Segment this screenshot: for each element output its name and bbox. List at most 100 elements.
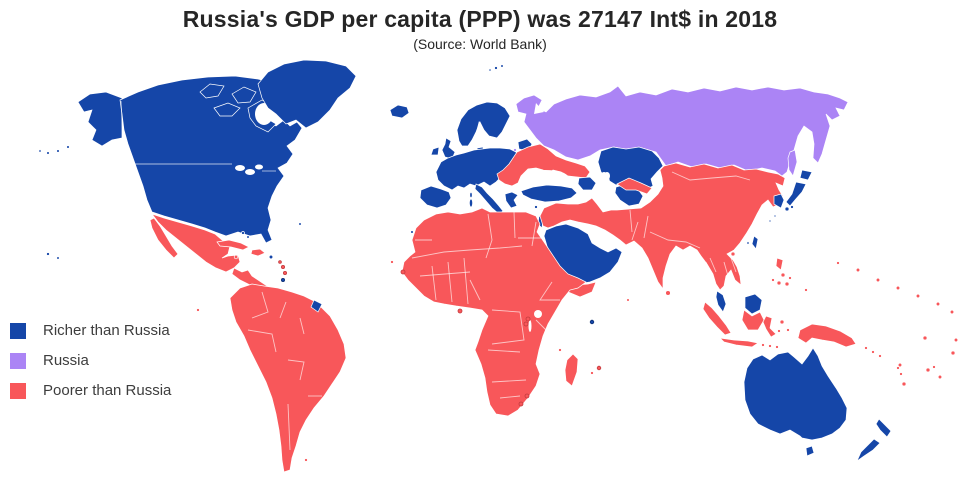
jamaica <box>233 254 239 260</box>
gambia-marker <box>400 269 406 275</box>
chart-subtitle: (Source: World Bank) <box>413 36 547 52</box>
palau <box>804 288 808 292</box>
region-ireland <box>430 146 440 156</box>
region-scandinavia <box>456 101 511 147</box>
shikoku <box>790 205 794 209</box>
guam <box>836 261 840 265</box>
region-south-america-mainland <box>229 283 347 473</box>
region-java <box>719 337 759 348</box>
region-africa <box>390 207 602 417</box>
mauritius <box>596 365 602 371</box>
hawaii-islands <box>46 252 50 256</box>
black-sea <box>522 170 568 184</box>
region-borneo-north-malaysia <box>744 293 763 315</box>
sri-lanka <box>665 290 671 296</box>
hong-kong <box>746 241 750 245</box>
hainan <box>730 251 736 257</box>
legend-label-russia: Russia <box>43 352 89 369</box>
lesotho-marker <box>518 401 524 407</box>
corsica <box>469 192 473 198</box>
region-turkey <box>520 184 578 203</box>
bahamas <box>241 231 245 235</box>
region-taiwan <box>751 235 759 250</box>
lake-tanganyika <box>528 320 532 332</box>
galapagos <box>196 308 200 312</box>
region-oceania <box>743 261 959 463</box>
region-sumatra <box>702 301 732 336</box>
chart-title: Russia's GDP per capita (PPP) was 27147 … <box>182 6 778 32</box>
region-west-asia <box>520 176 623 298</box>
maldives <box>626 298 630 302</box>
title-block: Russia's GDP per capita (PPP) was 27147 … <box>0 6 960 52</box>
region-madagascar <box>564 353 579 387</box>
legend-item-poorer: Poorer than Russia <box>10 382 171 399</box>
region-maritime-se-asia <box>702 257 857 349</box>
kyushu <box>784 206 790 212</box>
region-borneo-south-indonesia <box>741 309 765 331</box>
region-tasmania <box>805 445 815 457</box>
region-hokkaido <box>799 169 813 181</box>
region-nz-north <box>875 418 892 438</box>
region-iberia <box>419 185 452 209</box>
region-uzbekistan <box>616 177 653 195</box>
region-south-korea <box>773 193 785 209</box>
rwanda-marker <box>525 316 531 322</box>
comoros <box>558 348 562 352</box>
lake-victoria <box>534 310 542 318</box>
sardinia <box>469 198 473 208</box>
vanuatu <box>896 366 900 370</box>
region-mideast-south-east-asia <box>539 162 786 291</box>
bermuda <box>298 222 302 226</box>
region-nz-south <box>856 438 881 463</box>
region-south-america <box>196 283 347 473</box>
region-honshu <box>785 181 807 207</box>
fiji <box>925 367 931 373</box>
legend-item-russia: Russia <box>10 352 171 369</box>
region-japan <box>768 169 813 223</box>
region-europe <box>389 64 533 236</box>
trinidad <box>280 277 285 282</box>
caspian-sea <box>597 172 611 204</box>
region-french-guiana <box>310 299 323 313</box>
new-caledonia <box>901 381 907 387</box>
puerto-rico <box>268 254 274 260</box>
region-mexico <box>151 213 241 273</box>
legend-swatch-richer <box>10 322 26 339</box>
legend-label-poorer: Poorer than Russia <box>43 382 172 399</box>
great-lakes <box>235 165 245 171</box>
region-greece <box>504 191 519 209</box>
solomons <box>864 346 868 350</box>
region-arctic-islands <box>199 83 225 99</box>
svalbard <box>494 66 498 70</box>
falklands <box>304 458 308 462</box>
seychelles <box>589 319 595 325</box>
legend-label-richer: Richer than Russia <box>43 322 170 339</box>
region-alaska <box>77 91 123 147</box>
legend-item-richer: Richer than Russia <box>10 322 171 339</box>
eswatini-marker <box>524 393 530 399</box>
cyprus <box>534 205 538 209</box>
region-baja-california <box>149 217 179 259</box>
region-hispaniola <box>250 248 266 257</box>
canary-islands <box>410 230 414 234</box>
region-cuba <box>216 239 250 251</box>
region-sakhalin <box>787 149 798 177</box>
ryukyu <box>773 214 777 218</box>
reunion <box>590 371 594 375</box>
region-new-guinea <box>797 323 857 348</box>
region-malaysia-peninsula <box>715 290 727 313</box>
legend-swatch-russia <box>10 352 26 369</box>
legend-swatch-poorer <box>10 382 26 399</box>
region-north-america <box>38 75 303 260</box>
cape-verde <box>390 260 394 264</box>
region-caucasus <box>577 176 597 191</box>
region-greenland <box>257 59 357 129</box>
region-asia-mainland <box>539 162 786 302</box>
region-sulawesi <box>762 315 777 338</box>
region-philippines-luzon <box>775 257 784 271</box>
region-australia <box>743 347 848 441</box>
region-iceland <box>389 104 410 119</box>
map-legend: Richer than Russia Russia Poorer than Ru… <box>10 322 171 412</box>
